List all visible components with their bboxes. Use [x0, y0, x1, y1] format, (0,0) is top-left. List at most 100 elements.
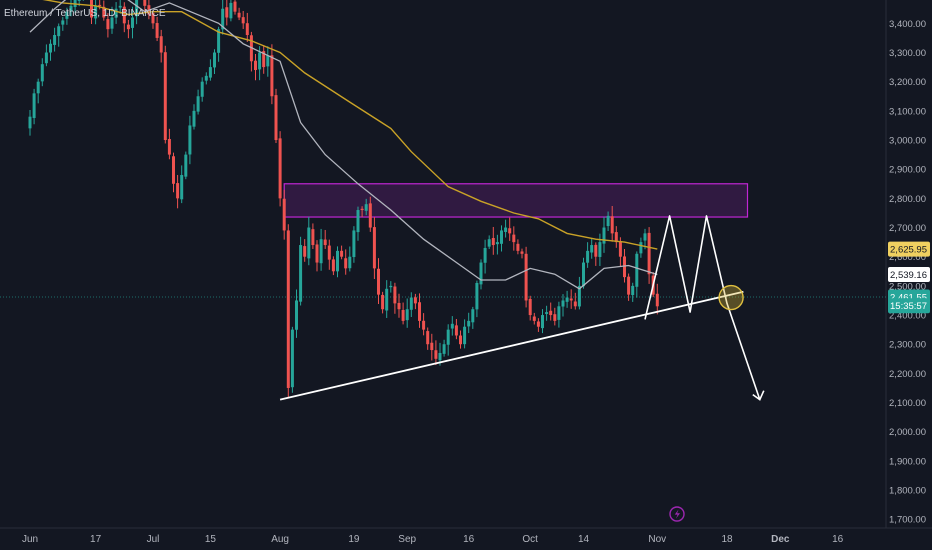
candle-body [36, 81, 40, 94]
candle-body [590, 245, 594, 253]
candle-body [565, 297, 569, 302]
candle-body [65, 11, 69, 19]
price-tick-label: 2,500.00 [889, 281, 926, 292]
candle-body [569, 298, 573, 301]
time-tick-label: Dec [771, 534, 790, 545]
candle-body [184, 154, 188, 177]
candle-body [524, 253, 528, 301]
candle-body [549, 310, 553, 316]
candle-body [532, 316, 536, 321]
candle-body [172, 156, 175, 184]
candle-body [262, 51, 266, 68]
support-trendline[interactable] [279, 290, 744, 401]
candle-body [229, 2, 233, 19]
candle-body [143, 0, 147, 6]
candle-body [299, 245, 303, 302]
lightning-icon[interactable] [669, 506, 685, 522]
time-tick-label: 19 [348, 534, 360, 545]
candle-body [176, 183, 180, 199]
candle-body [40, 64, 44, 82]
price-tick-label: 3,000.00 [889, 136, 926, 147]
time-tick-label: 17 [90, 534, 102, 545]
price-tick-label: 3,300.00 [889, 48, 926, 59]
candle-body [516, 243, 520, 251]
candle-body [61, 20, 65, 25]
time-tick-label: 15 [205, 534, 217, 545]
time-axis: Jun 17 Jul 15 Aug 19 Sep 16 Oct 14 Nov 18 Dec 16 [22, 534, 844, 545]
time-tick-label: 16 [463, 534, 475, 545]
price-tag-label: 2,461.55 [890, 292, 927, 303]
time-tick-label: 14 [578, 534, 590, 545]
price-tick-label: 2,600.00 [889, 252, 926, 263]
candle-body [192, 110, 196, 127]
price-tag-label: 15:35:57 [890, 301, 927, 312]
candle-body [504, 227, 508, 232]
price-tick-label: 2,900.00 [889, 165, 926, 176]
candle-body [397, 302, 401, 310]
candle-body [94, 5, 98, 19]
candle-body [28, 116, 32, 129]
candle-body [463, 326, 467, 345]
candle-body [98, 4, 102, 6]
candle-body [454, 325, 458, 336]
candle-body [639, 242, 643, 254]
candle-body [303, 246, 307, 257]
price-tick-label: 3,200.00 [889, 77, 926, 88]
price-tag-label: 2,539.16 [890, 270, 927, 281]
candle-body [49, 43, 52, 53]
candle-body [614, 232, 618, 243]
candle-body [106, 19, 110, 30]
moving-average-gray [29, 0, 658, 290]
candle-body [467, 320, 471, 327]
price-tag-label: 2,625.95 [890, 245, 927, 256]
arrow-head [752, 390, 765, 401]
candle-body [471, 309, 475, 323]
price-tick-label: 2,300.00 [889, 340, 926, 351]
candle-body [286, 230, 290, 388]
candle-body [151, 12, 155, 24]
candle-body [110, 17, 114, 29]
time-tick-label: Aug [271, 534, 289, 545]
candle-body [53, 35, 57, 45]
candle-body [528, 298, 532, 316]
price-tick-label: 2,800.00 [889, 194, 926, 205]
candle-body [627, 276, 631, 295]
candle-body [446, 329, 450, 345]
candle-body [536, 321, 540, 327]
candle-body [122, 6, 126, 24]
candle-body [327, 245, 331, 260]
price-tag-box [888, 241, 930, 257]
candle-body [340, 250, 344, 257]
candle-body [180, 175, 184, 200]
price-tag-box [888, 298, 930, 314]
candle-body [405, 309, 409, 321]
candle-body [200, 81, 204, 97]
candle-body [237, 12, 241, 18]
candle-body [491, 238, 495, 246]
candle-body [163, 52, 167, 141]
candle-body [196, 96, 200, 112]
candle-body [487, 239, 491, 247]
candle-body [418, 302, 421, 321]
candle-body [450, 323, 454, 329]
candle-body [512, 234, 516, 243]
candle-body [422, 320, 426, 330]
moving-average-yellow [42, 0, 658, 250]
resistance-zone[interactable] [283, 183, 749, 218]
candle-body [245, 23, 249, 36]
projection-path[interactable] [644, 215, 761, 400]
candle-body [631, 285, 635, 296]
breakdown-circle[interactable] [718, 284, 744, 311]
candle-body [553, 314, 557, 321]
candle-body [356, 210, 360, 233]
time-tick-label: Oct [522, 534, 538, 545]
candle-body [643, 233, 647, 241]
candle-body [254, 60, 257, 71]
price-tick-label: 3,100.00 [889, 106, 926, 117]
candle-body [114, 8, 118, 18]
price-tag-box [888, 267, 930, 283]
candle-body [479, 262, 483, 285]
candle-body [204, 75, 208, 81]
candle-body [602, 227, 606, 244]
